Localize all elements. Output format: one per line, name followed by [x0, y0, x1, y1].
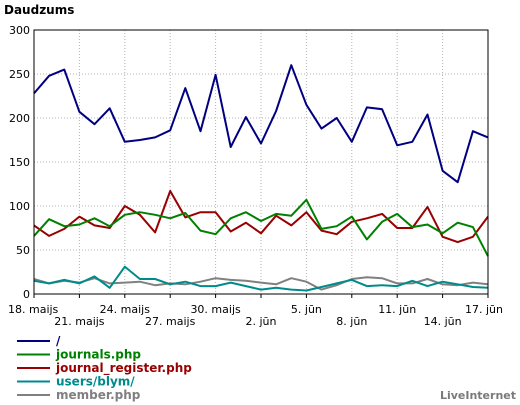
x-tick-label: 30. maijs — [190, 303, 241, 316]
legend-label: journals.php — [55, 348, 141, 362]
y-tick-label: 250 — [9, 68, 30, 81]
x-tick-label: 8. jūn — [336, 315, 367, 328]
x-tick-label: 21. maijs — [54, 315, 105, 328]
x-tick-label: 18. maijs — [8, 303, 59, 316]
chart-title: Daudzums — [4, 3, 74, 17]
y-tick-label: 0 — [23, 288, 30, 301]
legend-label: users/blym/ — [56, 375, 135, 389]
y-axis: 0 50 100 150 200 250 300 — [9, 24, 30, 301]
plot-border — [33, 29, 489, 295]
legend-label: journal_register.php — [55, 361, 192, 376]
legend: /journals.phpjournal_register.phpusers/b… — [17, 334, 192, 402]
x-tick-label: 5. jūn — [291, 303, 322, 316]
y-tick-label: 300 — [9, 24, 30, 37]
grid — [34, 30, 488, 294]
x-tick-label: 11. jūn — [378, 303, 416, 316]
y-tick-label: 150 — [9, 156, 30, 169]
series-line-journals-php — [33, 198, 489, 257]
y-tick-label: 50 — [16, 244, 30, 257]
series-lines — [33, 64, 489, 292]
y-tick-label: 100 — [9, 200, 30, 213]
series-line-users-blym — [33, 265, 489, 292]
x-tick-label: 17. jūn — [465, 303, 503, 316]
x-tick-label: 24. maijs — [100, 303, 151, 316]
x-tick-label: 14. jūn — [424, 315, 462, 328]
legend-label: member.php — [56, 388, 141, 402]
y-tick-label: 200 — [9, 112, 30, 125]
x-tick-label: 27. maijs — [145, 315, 196, 328]
legend-label: / — [56, 334, 61, 348]
series-line-member-php — [33, 276, 489, 291]
x-tick-label: 2. jūn — [246, 315, 277, 328]
series-line- — [33, 64, 489, 184]
brand-label: LiveInternet — [440, 389, 516, 402]
